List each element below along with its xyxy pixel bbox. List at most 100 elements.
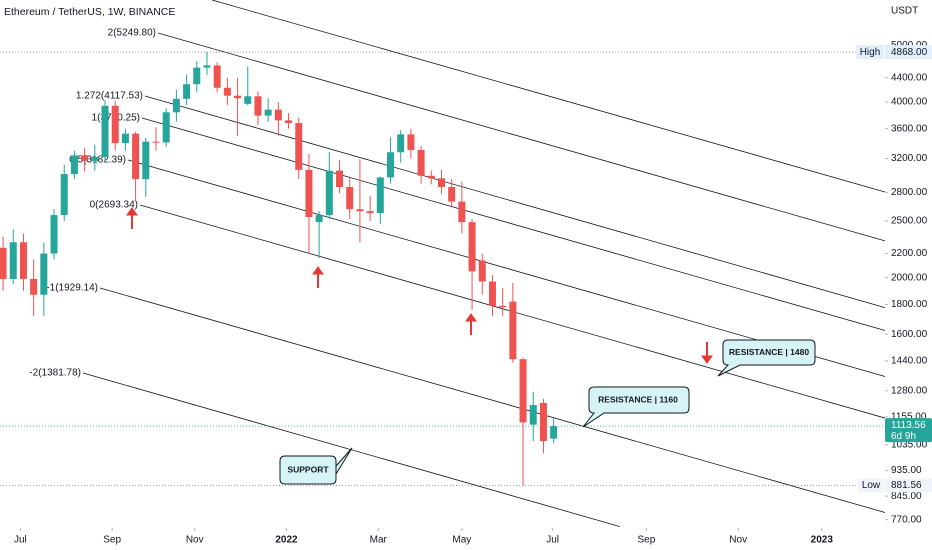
y-tick-label: 1280.00 (891, 385, 928, 396)
y-tick-label: 2200.00 (891, 248, 928, 259)
x-tick-label: May (452, 535, 471, 546)
candle-body (70, 155, 78, 175)
x-tick-label: Mar (370, 535, 388, 546)
last-price-tag (885, 418, 932, 443)
candle-body (550, 426, 558, 439)
candle-body (111, 105, 119, 144)
fib-label: 0(2693.34) (90, 200, 138, 211)
candle-body (366, 211, 374, 214)
low-price-tag (885, 478, 932, 493)
channel-line (157, 32, 886, 242)
fib-label: 2(5249.80) (108, 28, 156, 39)
candle-body (407, 134, 415, 150)
candle-body (274, 109, 282, 121)
arrow-head (126, 207, 138, 216)
y-tick-label: 845.00 (891, 491, 922, 502)
x-tick-label: Jul (14, 535, 27, 546)
candle-body (397, 134, 405, 153)
candle-body (162, 112, 170, 143)
price-axis (885, 0, 932, 550)
arrows (126, 207, 713, 364)
chart-title: Ethereum / TetherUS, 1W, BINANCE (4, 6, 175, 18)
candle-body (183, 84, 191, 99)
high-price-tag (885, 45, 932, 60)
candle-body (60, 174, 68, 216)
candle-body (223, 87, 231, 96)
x-tick-label: Nov (186, 535, 204, 546)
candle-body (234, 95, 242, 99)
candle-body (427, 175, 435, 179)
candle-body (468, 222, 476, 272)
candle-body (172, 98, 180, 113)
annotations: RESISTANCE | 1480 RESISTANCE | 1160 SUPP… (126, 207, 816, 485)
candle-body (336, 170, 344, 188)
candle-body (458, 201, 466, 223)
high-tag-text: High (860, 47, 881, 58)
candle-body (376, 177, 384, 214)
callout-text: RESISTANCE | 1160 (598, 394, 678, 404)
candle-body (437, 178, 445, 188)
y-tick-label: 3200.00 (891, 153, 928, 164)
channel-line (211, 0, 886, 193)
candle-body (19, 242, 27, 279)
arrow-head (312, 266, 324, 275)
low-price: 881.56 (891, 480, 922, 491)
high-tag (856, 45, 884, 60)
y-tick-label: 2500.00 (891, 216, 928, 227)
candle-body (448, 187, 456, 202)
axes: 770.00 845.00 935.00 1035.00 1155.00 1280.00 1… (14, 40, 932, 546)
candle-body (356, 209, 364, 212)
candle-body (488, 281, 496, 306)
high-price: 4868.00 (891, 47, 928, 58)
candle-body (0, 247, 7, 279)
candle-body (132, 133, 140, 180)
y-tick-label: 935.00 (891, 465, 922, 476)
callout (279, 447, 353, 485)
x-tick-label: 2023 (811, 535, 834, 546)
candle-body (81, 155, 89, 161)
price-lines (0, 51, 885, 486)
callout (717, 339, 816, 377)
fib-label: -1(1929.14) (46, 283, 98, 294)
channel-line (82, 372, 621, 527)
y-tick-label: 2000.00 (891, 272, 928, 283)
candle-body (142, 141, 150, 180)
x-tick-label: Nov (729, 535, 747, 546)
arrow-head (465, 313, 477, 322)
candle-body (121, 133, 129, 144)
low-tag-text: Low (862, 480, 881, 491)
candle-body (30, 278, 38, 295)
candle-body (91, 156, 99, 161)
countdown: 6d 9h (891, 431, 916, 442)
candle-body (213, 65, 221, 88)
last-price: 1113.56 (891, 420, 926, 431)
y-tick-label: 1800.00 (891, 299, 928, 310)
candle-body (193, 67, 201, 85)
candle-body (539, 402, 547, 442)
candle-body (346, 187, 354, 210)
candle-body (9, 242, 17, 279)
fib-label: 1.272(4117.53) (76, 91, 143, 102)
callout-text: RESISTANCE | 1480 (729, 347, 809, 357)
y-tick-label: 1155.00 (891, 412, 927, 423)
candle-body (285, 120, 293, 124)
x-tick-label: Jul (546, 535, 559, 546)
candle-body (519, 359, 527, 423)
candle-body (101, 105, 109, 157)
low-tag (858, 478, 884, 493)
y-tick-label: 1600.00 (891, 329, 928, 340)
candle-body (478, 260, 486, 282)
y-tick-label: 2800.00 (891, 187, 928, 198)
fib-label: -2(1381.78) (29, 368, 81, 379)
candle-body (509, 301, 517, 360)
candle-body (244, 96, 252, 104)
channel-line (99, 287, 886, 513)
y-tick-label: 4000.00 (891, 97, 928, 108)
candle-body (499, 305, 507, 308)
channel-line (141, 117, 886, 331)
candle-body (387, 152, 395, 178)
x-tick-label: Sep (638, 535, 656, 546)
candle-body (295, 123, 303, 170)
